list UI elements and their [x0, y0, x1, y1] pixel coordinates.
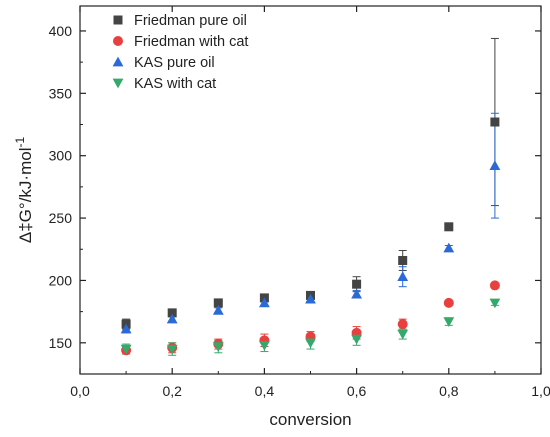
- data-point: [444, 222, 454, 232]
- data-point: [120, 344, 132, 355]
- legend-label: Friedman with cat: [134, 34, 248, 50]
- data-point: [352, 279, 362, 289]
- data-point: [489, 280, 500, 291]
- data-point: [120, 323, 132, 334]
- legend: Friedman pure oil Friedman with cat KAS pu…: [112, 13, 248, 92]
- data-point: [490, 117, 500, 127]
- legend-marker: [113, 36, 123, 46]
- data-point: [489, 160, 501, 170]
- data-point: [351, 334, 362, 345]
- data-point: [397, 329, 409, 340]
- legend-marker: [112, 78, 124, 89]
- data-point: [443, 297, 454, 308]
- x-tick-label: 0,4: [255, 383, 275, 399]
- data-point: [213, 298, 223, 308]
- y-tick-label: 300: [49, 148, 73, 164]
- data-point: [398, 255, 408, 265]
- x-tick-label: 0,0: [70, 383, 90, 399]
- x-tick-label: 0,8: [439, 383, 459, 399]
- data-point: [351, 288, 362, 299]
- x-tick-label: 0,6: [347, 383, 367, 399]
- data-point: [489, 298, 501, 309]
- data-point: [212, 304, 224, 315]
- data-point: [443, 317, 455, 328]
- y-tick-label: 200: [49, 272, 73, 288]
- x-tick-label: 1,0: [531, 383, 550, 399]
- data-point: [166, 313, 178, 324]
- data-point: [305, 338, 316, 349]
- y-axis-label-main: Δ‡G°/kJ·mol: [16, 148, 35, 244]
- x-axis-label: conversion: [269, 410, 351, 429]
- y-tick-label: 250: [49, 210, 73, 226]
- data-point: [443, 242, 455, 253]
- y-axis-label-superscript: -1: [13, 137, 27, 148]
- legend-marker: [112, 56, 124, 67]
- data-point: [397, 271, 409, 282]
- data-point: [166, 344, 178, 355]
- data-point: [212, 342, 224, 352]
- data-point: [259, 297, 270, 308]
- y-axis-label: Δ‡G°/kJ·mol-1: [13, 137, 35, 244]
- y-tick-label: 400: [49, 23, 73, 39]
- legend-label: Friedman pure oil: [134, 13, 247, 29]
- legend-marker: [113, 15, 123, 25]
- y-tick-label: 150: [49, 335, 73, 351]
- data-point: [305, 293, 316, 304]
- data-point: [259, 340, 270, 351]
- axes: 0,0 0,2 0,4 0,6 0,8 1,0 150 200 250 300 350 400: [49, 5, 550, 399]
- data-point: [167, 308, 177, 318]
- y-tick-label: 350: [49, 85, 73, 101]
- x-tick-label: 0,2: [162, 383, 182, 399]
- data-points: [120, 117, 501, 356]
- legend-label: KAS pure oil: [134, 55, 215, 71]
- legend-label: KAS with cat: [134, 76, 216, 92]
- data-point: [397, 319, 408, 330]
